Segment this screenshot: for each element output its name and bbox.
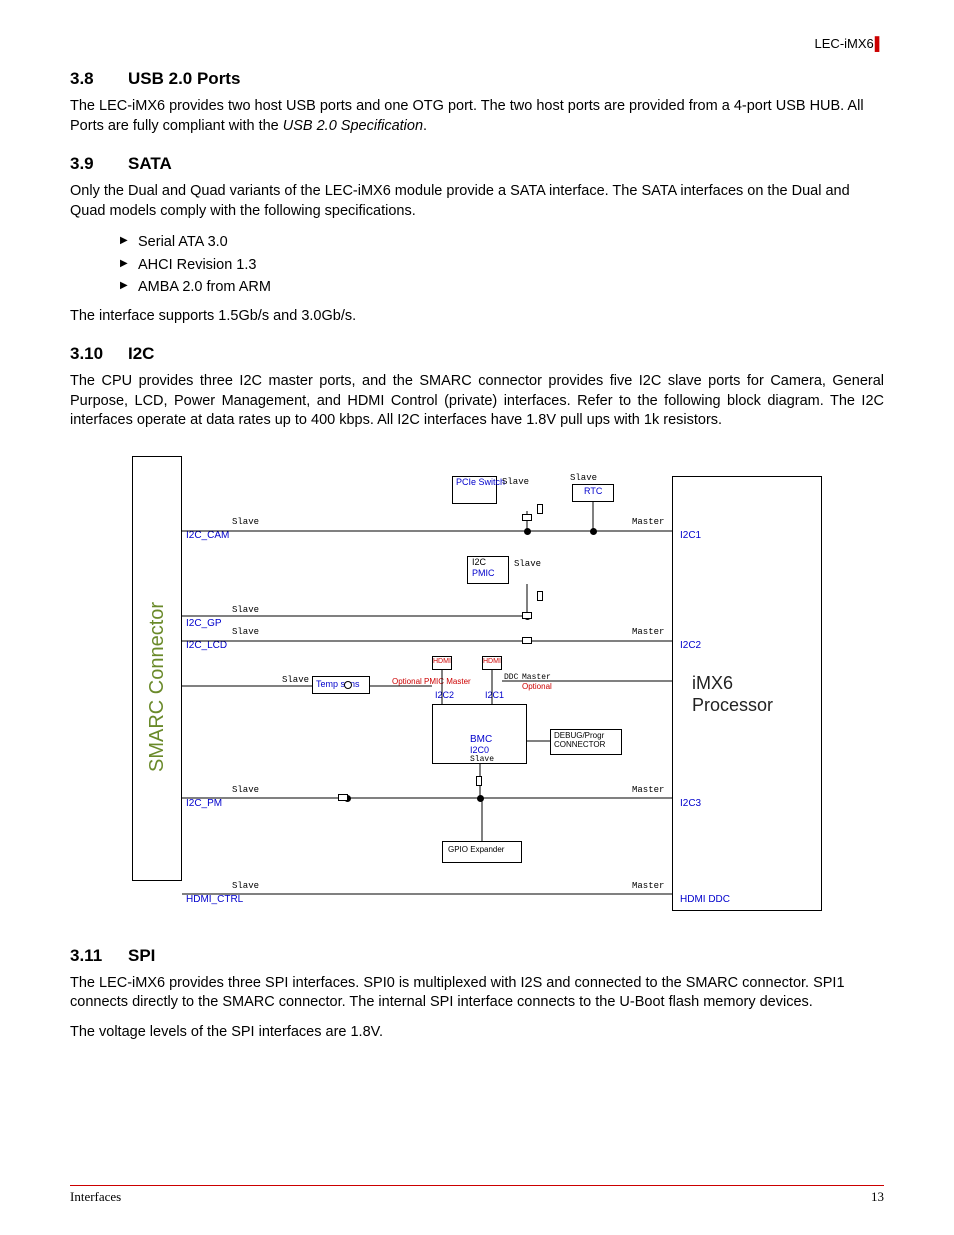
conn-rect — [537, 591, 543, 601]
hdmi-lbl-2: HDMI — [483, 658, 501, 666]
junction-dot — [590, 528, 597, 535]
footer-page-number: 13 — [871, 1189, 884, 1205]
lbl-slave: Slave — [470, 756, 494, 765]
port-i2c1: I2C1 — [680, 530, 701, 541]
lbl-slave: Slave — [232, 518, 259, 528]
imx6-label-2: Processor — [692, 696, 773, 716]
section-3-10-heading: 3.10 I2C — [70, 344, 884, 364]
conn-rect — [338, 794, 348, 801]
page-footer: Interfaces 13 — [70, 1185, 884, 1205]
i2c-block-diagram: SMARC Connector iMX6 Processor I2C_CAM I… — [132, 456, 822, 921]
section-3-9-heading: 3.9 SATA — [70, 154, 884, 174]
section-title: USB 2.0 Ports — [128, 69, 240, 89]
temp-sens-label: Temp sens — [316, 680, 360, 690]
list-item: Serial ATA 3.0 — [120, 231, 884, 253]
conn-rect — [522, 637, 532, 644]
i2c2-small: I2C2 — [435, 691, 454, 701]
rtc-label: RTC — [584, 487, 602, 497]
ddc-lbl: DDC — [504, 674, 518, 683]
port-i2c-pm: I2C_PM — [186, 798, 222, 809]
s311-para2: The voltage levels of the SPI interfaces… — [70, 1023, 884, 1043]
pcie-label-1: PCIe Switch — [456, 478, 505, 488]
lbl-slave: Slave — [232, 606, 259, 616]
section-title: SPI — [128, 946, 155, 966]
debug-2: CONNECTOR — [554, 741, 605, 750]
section-title: I2C — [128, 344, 154, 364]
lbl-slave: Slave — [502, 478, 529, 488]
bmc-label: BMC — [470, 734, 492, 745]
s310-para: The CPU provides three I2C master ports,… — [70, 372, 884, 431]
list-item: AHCI Revision 1.3 — [120, 254, 884, 276]
sata-spec-list: Serial ATA 3.0 AHCI Revision 1.3 AMBA 2.… — [120, 231, 884, 298]
i2c1-small: I2C1 — [485, 691, 504, 701]
lbl-master: Master — [632, 786, 664, 796]
junction-dot — [477, 795, 484, 802]
section-title: SATA — [128, 154, 172, 174]
section-number: 3.9 — [70, 154, 108, 174]
list-item: AMBA 2.0 from ARM — [120, 276, 884, 298]
lbl-master: Master — [632, 882, 664, 892]
i2c-pmic-1: I2C — [472, 558, 486, 568]
i2c-pmic-2: PMIC — [472, 569, 495, 579]
conn-rect — [476, 776, 482, 786]
port-hdmi-ddc: HDMI DDC — [680, 894, 730, 905]
lbl-master: Master — [632, 518, 664, 528]
imx6-label-1: iMX6 — [692, 674, 733, 694]
gpio-label: GPIO Expander — [448, 846, 504, 855]
lbl-slave: Slave — [570, 474, 597, 484]
section-number: 3.11 — [70, 946, 108, 966]
section-3-11-heading: 3.11 SPI — [70, 946, 884, 966]
section-3-8-heading: 3.8 USB 2.0 Ports — [70, 69, 884, 89]
conn-rect — [522, 514, 532, 521]
s39-para1: Only the Dual and Quad variants of the L… — [70, 182, 884, 221]
s38-para: The LEC-iMX6 provides two host USB ports… — [70, 97, 884, 136]
port-i2c-gp: I2C_GP — [186, 618, 222, 629]
port-hdmi-ctrl: HDMI_CTRL — [186, 894, 243, 905]
lbl-master: Master — [632, 628, 664, 638]
lbl-slave: Slave — [232, 786, 259, 796]
footer-left: Interfaces — [70, 1189, 121, 1205]
lbl-slave: Slave — [282, 676, 309, 686]
conn-rect — [522, 612, 532, 619]
hdmi-lbl-1: HDMI — [433, 658, 451, 666]
port-i2c-lcd: I2C_LCD — [186, 640, 227, 651]
header-bar: ▌ — [875, 36, 884, 51]
section-number: 3.10 — [70, 344, 108, 364]
smarc-label: SMARC Connector — [146, 612, 168, 772]
port-i2c2: I2C2 — [680, 640, 701, 651]
section-number: 3.8 — [70, 69, 108, 89]
s39-para2: The interface supports 1.5Gb/s and 3.0Gb… — [70, 307, 884, 327]
lbl-slave: Slave — [232, 882, 259, 892]
port-i2c3: I2C3 — [680, 798, 701, 809]
lbl-slave: Slave — [232, 628, 259, 638]
conn-rect — [537, 504, 543, 514]
product-name: LEC-iMX6 — [815, 36, 874, 51]
page-header: LEC-iMX6▌ — [70, 36, 884, 51]
port-i2c-cam: I2C_CAM — [186, 530, 229, 541]
lbl-slave: Slave — [514, 560, 541, 570]
s311-para1: The LEC-iMX6 provides three SPI interfac… — [70, 974, 884, 1013]
optional-pmic: Optional PMIC Master — [392, 678, 471, 686]
open-dot — [344, 681, 352, 689]
optional-lbl: Optional — [522, 683, 552, 692]
junction-dot — [524, 528, 531, 535]
